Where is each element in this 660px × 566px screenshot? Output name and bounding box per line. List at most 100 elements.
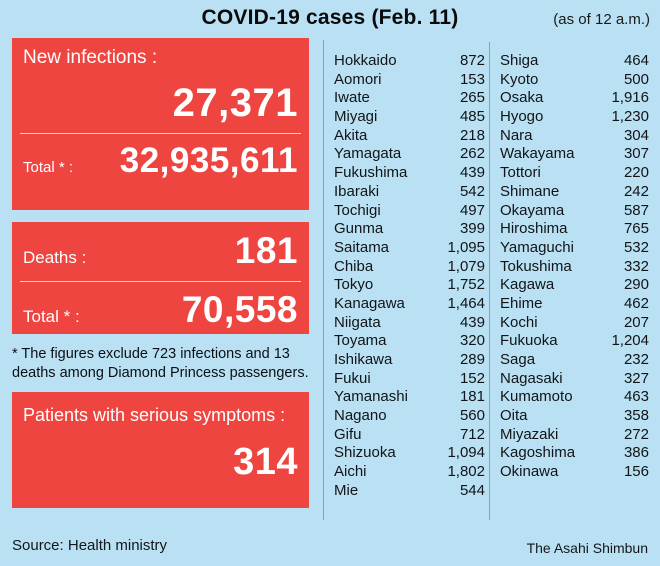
prefecture-row: Tochigi 497 [334,202,485,221]
prefecture-value: 439 [459,313,485,331]
prefecture-value: 220 [623,164,649,182]
serious-symptoms-box: Patients with serious symptoms : 314 [12,392,309,508]
prefecture-name: Yamaguchi [500,238,574,256]
prefecture-value: 156 [623,463,649,481]
prefecture-value: 327 [623,369,649,387]
prefecture-row: Tokushima 332 [500,258,649,277]
prefecture-value: 712 [459,425,485,443]
prefecture-value: 1,095 [447,238,485,256]
total-infections-label: Total * : [23,158,74,176]
prefecture-name: Tochigi [334,201,381,219]
prefecture-row: Osaka 1,916 [500,89,649,108]
prefecture-row: Kanagawa 1,464 [334,295,485,314]
prefecture-name: Okayama [500,201,565,219]
prefecture-name: Osaka [500,89,544,107]
prefecture-value: 464 [623,52,649,69]
prefecture-row: Toyama 320 [334,332,485,351]
prefecture-name: Kagawa [500,276,555,294]
prefecture-value: 181 [459,388,485,406]
prefecture-name: Shiga [500,52,539,69]
prefecture-row: Ibaraki 542 [334,183,485,202]
prefecture-name: Iwate [334,89,370,107]
prefecture-row: Nagasaki 327 [500,370,649,389]
prefecture-row: Nara 304 [500,127,649,146]
prefecture-value: 289 [459,351,485,368]
prefecture-name: Tottori [500,164,541,182]
prefecture-name: Aomori [334,70,382,88]
prefecture-row: Shizuoka 1,094 [334,444,485,463]
total-deaths-label: Total * : [23,307,80,326]
source-attribution: Source: Health ministry [12,537,168,554]
prefecture-value: 485 [459,108,485,126]
prefecture-row: Chiba 1,079 [334,258,485,277]
prefecture-value: 532 [623,238,649,256]
prefecture-name: Miyagi [334,108,378,126]
prefecture-name: Fukushima [334,164,408,182]
prefecture-name: Nagasaki [500,369,563,387]
prefecture-name: Ibaraki [334,182,380,200]
column-divider-left [323,40,324,520]
prefecture-row: Okayama 587 [500,202,649,221]
prefecture-row: Aichi 1,802 [334,463,485,482]
new-infections-value: 27,371 [172,80,298,125]
prefecture-name: Kagoshima [500,444,576,462]
prefecture-value: 1,464 [447,294,485,312]
prefecture-row: Iwate 265 [334,89,485,108]
prefecture-name: Mie [334,481,359,499]
total-infections-value: 32,935,611 [119,140,298,180]
prefecture-name: Fukui [334,369,371,387]
prefecture-row: Gunma 399 [334,220,485,239]
prefecture-value: 1,916 [611,89,649,107]
prefecture-name: Niigata [334,313,381,331]
prefecture-name: Nara [500,126,533,144]
box-divider [20,132,301,134]
prefecture-value: 304 [623,126,649,144]
prefecture-value: 218 [459,126,485,144]
prefecture-row: Tokyo 1,752 [334,276,485,295]
total-deaths-value: 70,558 [181,289,298,330]
prefecture-row: Kagoshima 386 [500,444,649,463]
prefecture-name: Hiroshima [500,220,568,238]
prefecture-row: Nagano 560 [334,407,485,426]
prefecture-name: Gifu [334,425,362,443]
prefecture-column-1: Hokkaido 872 Aomori 153 Iwate 265 Miyagi 485 Aki… [334,52,485,501]
prefecture-row: Oita 358 [500,407,649,426]
prefecture-name: Tokushima [500,257,572,275]
prefecture-value: 500 [623,70,649,88]
prefecture-value: 399 [459,220,485,238]
prefecture-row: Mie 544 [334,482,485,501]
prefecture-row: Saga 232 [500,351,649,370]
prefecture-row: Miyazaki 272 [500,426,649,445]
prefecture-value: 1,079 [447,257,485,275]
prefecture-row: Miyagi 485 [334,108,485,127]
prefecture-value: 587 [623,201,649,219]
prefecture-value: 262 [459,145,485,163]
prefecture-name: Miyazaki [500,425,559,443]
column-divider-right [489,42,490,520]
prefecture-value: 1,094 [447,444,485,462]
prefecture-row: Kyoto 500 [500,71,649,90]
prefecture-name: Kanagawa [334,294,405,312]
prefecture-name: Wakayama [500,145,575,163]
prefecture-row: Aomori 153 [334,71,485,90]
prefecture-value: 497 [459,201,485,219]
prefecture-row: Ishikawa 289 [334,351,485,370]
prefecture-row: Gifu 712 [334,426,485,445]
prefecture-row: Shiga 464 [500,52,649,71]
prefecture-row: Kagawa 290 [500,276,649,295]
prefecture-value: 290 [623,276,649,294]
prefecture-name: Hokkaido [334,52,397,69]
prefecture-name: Shimane [500,182,560,200]
prefecture-row: Akita 218 [334,127,485,146]
prefecture-name: Aichi [334,463,367,481]
prefecture-row: Saitama 1,095 [334,239,485,258]
prefecture-row: Kumamoto 463 [500,388,649,407]
prefecture-name: Oita [500,407,528,425]
prefecture-row: Fukuoka 1,204 [500,332,649,351]
prefecture-value: 1,802 [447,463,485,481]
prefecture-name: Shizuoka [334,444,396,462]
prefecture-name: Ishikawa [334,351,393,368]
prefecture-name: Fukuoka [500,332,558,350]
prefecture-value: 307 [623,145,649,163]
